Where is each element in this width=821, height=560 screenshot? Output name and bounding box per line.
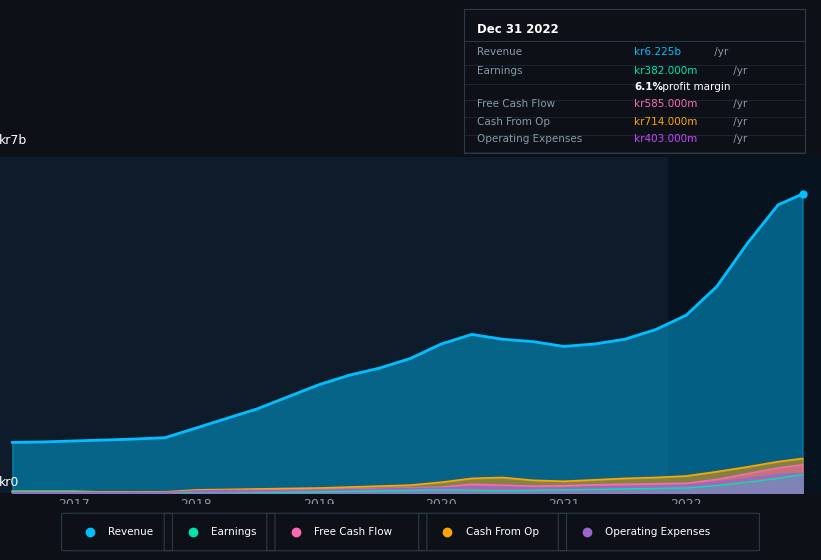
Text: /yr: /yr	[710, 47, 727, 57]
Text: kr714.000m: kr714.000m	[635, 116, 698, 127]
Text: Dec 31 2022: Dec 31 2022	[478, 24, 559, 36]
Text: Operating Expenses: Operating Expenses	[605, 527, 710, 537]
Bar	[667, 157, 821, 493]
Text: Operating Expenses: Operating Expenses	[478, 134, 583, 144]
Text: /yr: /yr	[730, 99, 747, 109]
Text: 6.1%: 6.1%	[635, 82, 663, 92]
Text: /yr: /yr	[730, 134, 747, 144]
Text: kr403.000m: kr403.000m	[635, 134, 698, 144]
Text: profit margin: profit margin	[658, 82, 730, 92]
Text: /yr: /yr	[730, 116, 747, 127]
Text: Free Cash Flow: Free Cash Flow	[314, 527, 392, 537]
Text: kr382.000m: kr382.000m	[635, 66, 698, 76]
Text: Cash From Op: Cash From Op	[466, 527, 539, 537]
Text: /yr: /yr	[730, 66, 747, 76]
Text: kr7b: kr7b	[0, 134, 27, 147]
Text: Revenue: Revenue	[108, 527, 154, 537]
Text: kr0: kr0	[0, 477, 20, 489]
Text: Earnings: Earnings	[478, 66, 523, 76]
Text: kr585.000m: kr585.000m	[635, 99, 698, 109]
Text: Cash From Op: Cash From Op	[478, 116, 551, 127]
Text: Free Cash Flow: Free Cash Flow	[478, 99, 556, 109]
Text: Revenue: Revenue	[478, 47, 523, 57]
Text: Earnings: Earnings	[211, 527, 256, 537]
Text: kr6.225b: kr6.225b	[635, 47, 681, 57]
